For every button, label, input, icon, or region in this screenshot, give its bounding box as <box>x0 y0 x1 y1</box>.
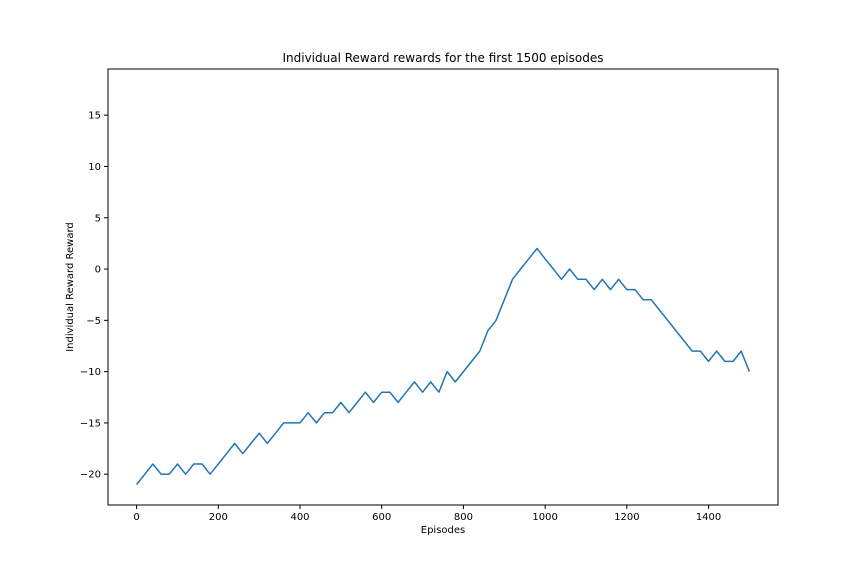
plot-background <box>108 69 778 505</box>
series-line-0 <box>136 247 751 485</box>
x-tick-label: 0 <box>133 512 139 523</box>
y-axis-label: Individual Reward Reward <box>65 222 76 352</box>
x-tick-label: 1200 <box>614 512 639 523</box>
x-axis-label: Episodes <box>421 525 465 536</box>
x-tick-label: 800 <box>454 512 473 523</box>
x-tick-label: 600 <box>372 512 391 523</box>
x-axis: 0 200 400 600 800 1000 1200 1400 <box>133 505 721 523</box>
y-tick-label: −10 <box>80 367 101 378</box>
x-tick-label: 1000 <box>532 512 557 523</box>
y-tick-label: 10 <box>88 162 101 173</box>
x-tick-label: 1400 <box>696 512 721 523</box>
y-tick-label: 5 <box>95 213 101 224</box>
plot-frame <box>107 68 779 506</box>
y-tick-label: −5 <box>86 316 101 327</box>
y-tick-label: −15 <box>80 418 101 429</box>
y-tick-label: −20 <box>80 470 101 481</box>
x-tick-label: 400 <box>290 512 309 523</box>
chart-title: Individual Reward rewards for the first … <box>282 51 603 65</box>
y-tick-label: 15 <box>88 111 101 122</box>
x-tick-label: 200 <box>209 512 228 523</box>
series-layer <box>136 247 751 485</box>
y-tick-label: 0 <box>95 265 101 276</box>
y-axis: −20 −15 −10 −5 0 5 10 15 <box>80 111 108 481</box>
